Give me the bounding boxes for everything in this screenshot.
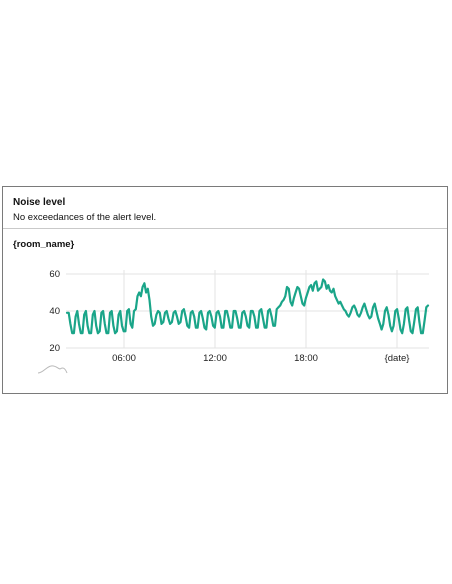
x-axis: 06:00 12:00 18:00 {date} bbox=[112, 353, 409, 364]
x-tick-label: 12:00 bbox=[203, 353, 227, 364]
y-tick-label: 40 bbox=[49, 306, 60, 317]
y-axis: 60 40 20 bbox=[49, 269, 60, 354]
series-line-noise bbox=[65, 278, 430, 335]
panel-title: Noise level bbox=[13, 197, 66, 208]
noise-level-panel: Noise level No exceedances of the alert … bbox=[2, 186, 448, 394]
x-tick-label: {date} bbox=[385, 353, 410, 364]
grid bbox=[66, 270, 429, 349]
y-tick-label: 20 bbox=[49, 343, 60, 354]
panel-subtitle: No exceedances of the alert level. bbox=[13, 212, 157, 223]
x-tick-label: 06:00 bbox=[112, 353, 136, 364]
noise-level-chart[interactable]: 60 40 20 06:00 12:00 18:00 {date} bbox=[3, 187, 447, 393]
navigator-sparkline bbox=[37, 365, 68, 374]
room-name-label: {room_name} bbox=[13, 239, 75, 250]
x-tick-label: 18:00 bbox=[294, 353, 318, 364]
panel-header: Noise level No exceedances of the alert … bbox=[3, 187, 447, 229]
y-tick-label: 60 bbox=[49, 269, 60, 280]
range-navigator[interactable] bbox=[37, 365, 68, 374]
